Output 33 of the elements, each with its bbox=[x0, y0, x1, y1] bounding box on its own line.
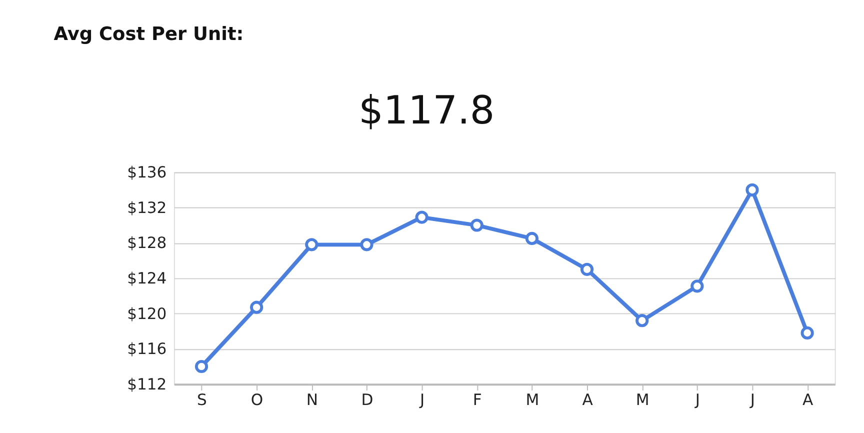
x-tick-label: F bbox=[472, 391, 482, 410]
y-tick-label: $128 bbox=[127, 234, 167, 252]
point bbox=[525, 232, 538, 246]
point bbox=[470, 218, 484, 232]
point bbox=[800, 326, 814, 340]
x-tick-label: A bbox=[802, 391, 814, 410]
x-tick-label: J bbox=[418, 391, 425, 410]
point bbox=[194, 360, 208, 374]
point bbox=[305, 238, 318, 252]
point bbox=[415, 210, 428, 224]
y-tick-label: $132 bbox=[127, 198, 167, 217]
x-tick-label: A bbox=[582, 391, 594, 410]
y-tick-label: $116 bbox=[127, 340, 167, 358]
y-tick-label: $112 bbox=[127, 375, 167, 394]
x-tick-label: D bbox=[361, 391, 374, 410]
y-tick-label: $120 bbox=[127, 304, 167, 323]
x-tick-label: O bbox=[250, 391, 264, 410]
x-tick-label: J bbox=[749, 391, 756, 410]
point bbox=[580, 262, 594, 276]
point bbox=[636, 314, 649, 328]
chart-title: Avg Cost Per Unit: bbox=[54, 24, 244, 46]
text: $117.8 bbox=[358, 88, 495, 134]
x-tick-label: M bbox=[526, 391, 540, 410]
point bbox=[250, 300, 264, 314]
x-tick-label: S bbox=[197, 391, 207, 410]
y-tick-label: $124 bbox=[127, 270, 167, 288]
point bbox=[746, 183, 759, 196]
x-tick-label: J bbox=[694, 391, 700, 410]
x-tick-label: M bbox=[636, 391, 650, 410]
point bbox=[690, 280, 704, 293]
point bbox=[360, 238, 374, 252]
y-tick-label: $136 bbox=[127, 164, 167, 182]
x-tick-label: N bbox=[306, 391, 318, 410]
